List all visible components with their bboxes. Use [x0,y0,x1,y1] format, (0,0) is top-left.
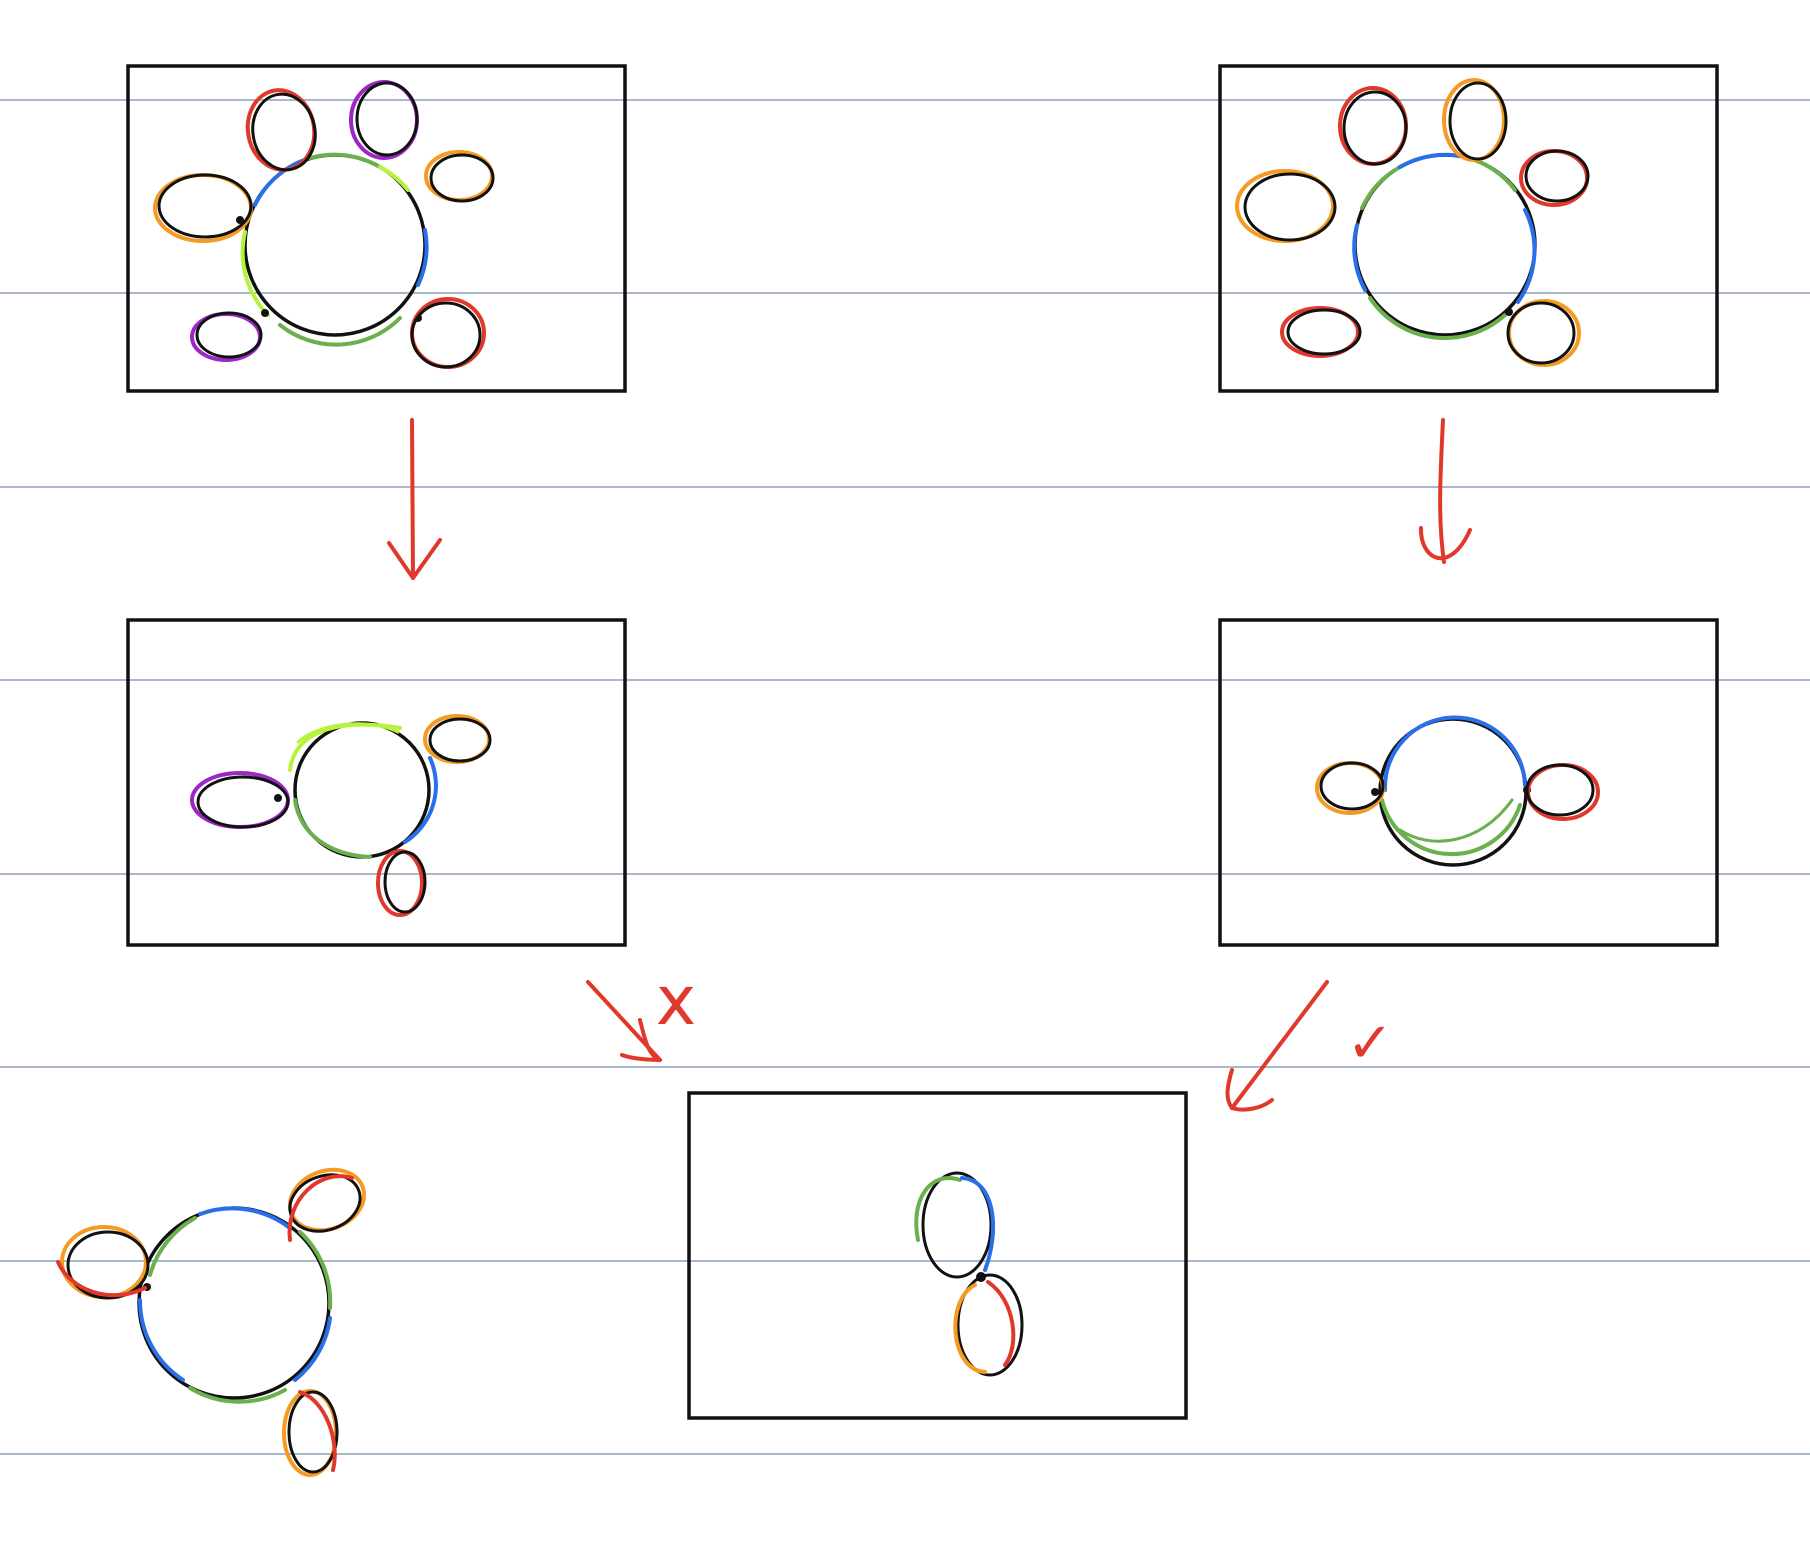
loop [1528,765,1598,819]
loop [1344,92,1406,164]
loop [1450,83,1506,159]
arrow-shaft [1440,420,1444,562]
loop-edge [988,1282,1013,1365]
cycle-edge [1518,210,1534,302]
loop [412,303,480,367]
panel-bottom-center [689,1093,1186,1418]
panel-top-left [128,66,625,391]
cycle-edge [1385,717,1525,790]
cycle-edge [1400,155,1465,167]
cycle-graph [1317,717,1598,865]
loop [431,155,493,201]
cycle-edge [300,1232,330,1308]
cycle-edge [405,758,436,842]
cycle-graph [192,716,490,915]
panel-frame [1220,66,1717,391]
panel-frame [1220,620,1717,945]
arrow-rejected: x [588,962,696,1060]
cycle-edge [295,800,370,857]
vertex [261,309,269,317]
cycle-edge [200,1208,290,1228]
loop [1245,174,1335,240]
loop [1288,310,1360,354]
panel-frame [689,1093,1186,1418]
graph-bottom-left [58,1160,373,1475]
cycle-edge [1400,800,1512,841]
loop [197,313,261,357]
cycle-edge [290,725,400,770]
loop [1527,765,1593,815]
panel-top-right [1220,66,1717,391]
panel-middle-left [128,620,625,945]
arrow-head [1421,528,1470,558]
cycle-edge [1370,298,1505,338]
vertex [1505,308,1513,316]
loop [430,719,490,761]
loop [159,175,251,237]
arrow-down-right [1421,420,1470,562]
loop [1521,151,1587,205]
vertex [274,794,282,802]
panel-middle-right [1220,620,1717,945]
vertex [1371,788,1379,796]
loop [198,777,288,827]
loop [385,852,425,912]
cross-mark: x [656,962,696,1041]
arrow-down-left [389,420,440,578]
arrow-accepted: ✓ [1228,982,1394,1110]
arrow-shaft [412,420,413,578]
loop [1526,151,1588,201]
loop [357,83,417,155]
figure-eight-graph [916,1173,1022,1375]
loop [1508,303,1574,363]
cycle-graph [155,82,493,367]
panel-frame [128,66,625,391]
check-mark: ✓ [1347,1011,1394,1076]
cycle-edge [380,167,408,190]
cycle-edge [140,1300,183,1380]
loop-edge [962,1178,993,1270]
cycle-graph [1237,80,1588,365]
loop-edge [955,1285,985,1372]
loop [1321,763,1383,809]
arrow-shaft [1232,982,1327,1108]
